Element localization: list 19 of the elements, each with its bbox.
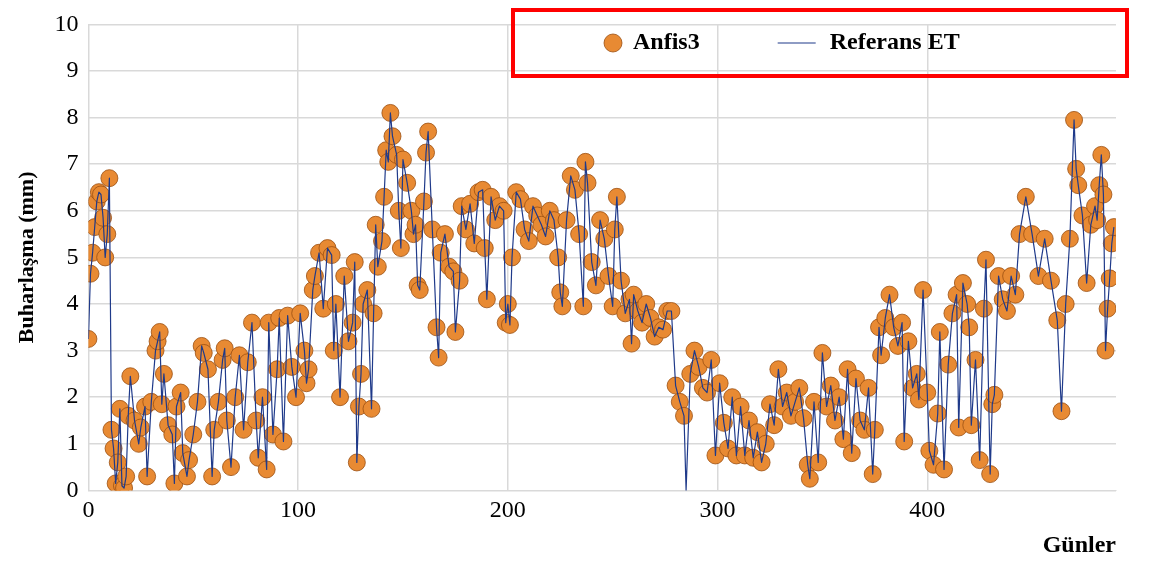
- x-tick-label: 300: [699, 496, 736, 523]
- y-tick-label: 6: [66, 196, 79, 223]
- x-tick-label: 400: [909, 496, 946, 523]
- y-tick-label: 1: [66, 429, 79, 456]
- x-tick-label: 100: [280, 496, 317, 523]
- y-tick-label: 4: [66, 289, 79, 316]
- y-tick-label: 7: [66, 149, 79, 176]
- y-axis-title: Buharlaşma (mm): [12, 171, 38, 344]
- y-tick-label: 0: [66, 475, 79, 502]
- legend-label: Referans ET: [829, 28, 960, 55]
- x-axis-title: Günler: [1042, 530, 1117, 557]
- y-tick-label: 5: [66, 242, 79, 269]
- legend-label: Anfis3: [633, 28, 700, 55]
- y-tick-label: 2: [66, 382, 79, 409]
- y-tick-label: 3: [66, 335, 79, 362]
- y-tick-label: 10: [54, 9, 79, 36]
- y-tick-label: 8: [66, 102, 79, 129]
- y-tick-label: 9: [66, 56, 79, 83]
- x-tick-label: 200: [489, 496, 526, 523]
